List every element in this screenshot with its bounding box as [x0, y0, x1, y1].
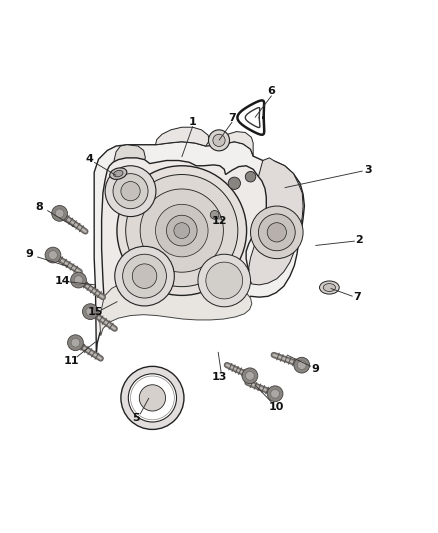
- Text: 8: 8: [35, 203, 43, 212]
- Circle shape: [123, 254, 166, 298]
- PathPatch shape: [249, 158, 303, 285]
- Text: 6: 6: [268, 86, 276, 96]
- Ellipse shape: [113, 171, 123, 177]
- Circle shape: [267, 386, 283, 401]
- Circle shape: [246, 372, 254, 380]
- Ellipse shape: [110, 168, 127, 180]
- Circle shape: [115, 246, 174, 306]
- Circle shape: [206, 262, 243, 299]
- PathPatch shape: [155, 127, 209, 146]
- Text: 13: 13: [211, 372, 227, 382]
- Circle shape: [251, 206, 303, 259]
- Circle shape: [117, 166, 247, 295]
- Circle shape: [82, 304, 98, 319]
- Ellipse shape: [323, 284, 336, 292]
- Text: 3: 3: [364, 165, 372, 175]
- Text: 4: 4: [86, 154, 94, 164]
- Text: 14: 14: [54, 276, 70, 286]
- Circle shape: [52, 206, 67, 221]
- Text: 7: 7: [228, 112, 236, 123]
- Text: 9: 9: [26, 249, 34, 259]
- PathPatch shape: [221, 132, 253, 156]
- Circle shape: [121, 366, 184, 430]
- Circle shape: [74, 276, 83, 285]
- Ellipse shape: [319, 281, 339, 294]
- Circle shape: [49, 251, 57, 260]
- Circle shape: [126, 174, 238, 287]
- PathPatch shape: [100, 279, 252, 336]
- Circle shape: [128, 374, 177, 422]
- Circle shape: [242, 368, 258, 384]
- Circle shape: [55, 209, 64, 218]
- Text: 9: 9: [311, 365, 319, 374]
- Circle shape: [139, 385, 166, 411]
- Circle shape: [174, 223, 190, 238]
- Circle shape: [258, 214, 295, 251]
- PathPatch shape: [94, 142, 304, 354]
- Circle shape: [45, 247, 61, 263]
- PathPatch shape: [114, 145, 145, 167]
- Circle shape: [228, 177, 240, 189]
- Circle shape: [271, 389, 279, 398]
- Circle shape: [208, 130, 230, 151]
- Circle shape: [166, 215, 197, 246]
- Circle shape: [294, 357, 310, 373]
- Text: 12: 12: [211, 215, 227, 225]
- Text: 10: 10: [268, 402, 284, 411]
- PathPatch shape: [102, 158, 266, 318]
- Circle shape: [155, 204, 208, 257]
- Circle shape: [267, 223, 286, 242]
- Circle shape: [67, 335, 83, 351]
- Circle shape: [86, 307, 95, 316]
- Text: 2: 2: [355, 235, 363, 245]
- Circle shape: [71, 338, 80, 347]
- Circle shape: [198, 254, 251, 307]
- Circle shape: [213, 134, 225, 147]
- Circle shape: [297, 361, 306, 369]
- Circle shape: [105, 166, 156, 216]
- Circle shape: [113, 174, 148, 209]
- Polygon shape: [245, 108, 260, 127]
- Text: 5: 5: [132, 413, 140, 423]
- Circle shape: [140, 189, 223, 272]
- Circle shape: [245, 172, 256, 182]
- Circle shape: [121, 182, 140, 201]
- Text: 7: 7: [353, 292, 361, 302]
- Circle shape: [71, 272, 86, 288]
- Text: 11: 11: [63, 356, 79, 366]
- Text: 1: 1: [189, 117, 197, 127]
- Circle shape: [132, 264, 157, 288]
- Circle shape: [210, 211, 219, 219]
- Text: 15: 15: [88, 308, 103, 318]
